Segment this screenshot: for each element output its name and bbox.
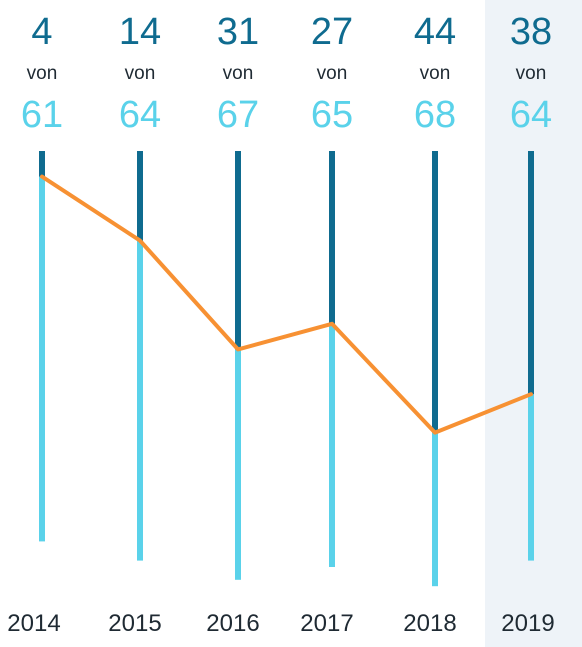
bar-rank-2014 (39, 151, 45, 177)
bar-remaining-2014 (39, 176, 45, 542)
year-label-2015: 2015 (108, 610, 161, 637)
total-label-2015: 64 (119, 94, 161, 136)
rank-label-2019: 38 (510, 11, 552, 53)
connector-label-2015: von (125, 63, 156, 84)
rank-line (40, 174, 533, 435)
year-label-2016: 2016 (206, 610, 259, 637)
bar-rank-2017 (329, 151, 335, 324)
rank-label-2015: 14 (119, 11, 161, 53)
bar-remaining-2018 (432, 432, 438, 587)
connector-label-2017: von (317, 63, 348, 84)
rank-label-2014: 4 (31, 11, 52, 53)
rank-label-2016: 31 (217, 11, 259, 53)
bar-remaining-2016 (235, 349, 241, 580)
bar-rank-2018 (432, 151, 438, 433)
year-label-2018: 2018 (403, 610, 456, 637)
year-label-2017: 2017 (300, 610, 353, 637)
total-label-2019: 64 (510, 94, 552, 136)
bar-remaining-2015 (137, 240, 143, 561)
total-label-2016: 67 (217, 94, 259, 136)
total-label-2017: 65 (311, 94, 353, 136)
rank-label-2017: 27 (311, 11, 353, 53)
bar-remaining-2017 (329, 323, 335, 567)
rank-label-2018: 44 (414, 11, 456, 53)
connector-label-2019: von (516, 63, 547, 84)
bar-rank-2015 (137, 151, 143, 241)
total-label-2014: 61 (21, 94, 63, 136)
bar-remaining-2019 (528, 394, 534, 561)
year-label-2014: 2014 (7, 610, 60, 637)
connector-label-2014: von (27, 63, 58, 84)
bar-rank-2019 (528, 151, 534, 395)
connector-label-2018: von (420, 63, 451, 84)
bar-rank-2016 (235, 151, 241, 350)
year-label-2019: 2019 (501, 610, 554, 637)
total-label-2018: 68 (414, 94, 456, 136)
connector-label-2016: von (223, 63, 254, 84)
